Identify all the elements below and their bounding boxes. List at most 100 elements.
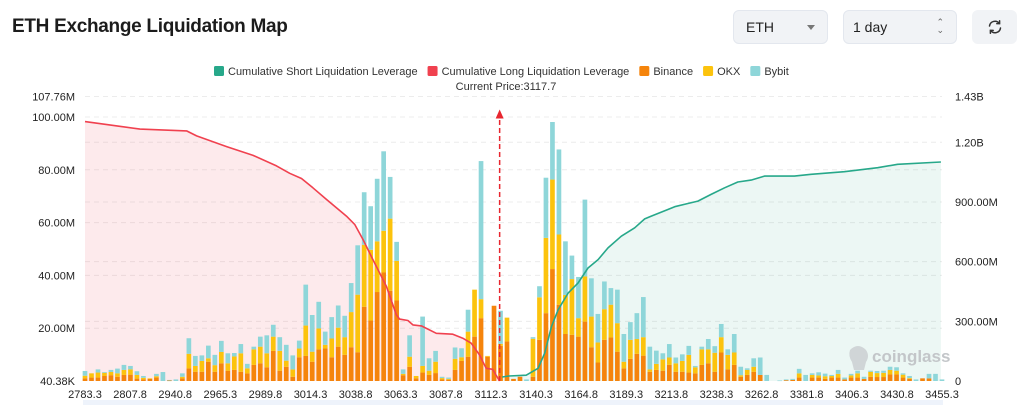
bar-binance [855, 377, 860, 381]
symbol-select[interactable]: ETH [733, 10, 828, 44]
bar-okx [121, 369, 127, 375]
bar-okx [738, 375, 744, 377]
bar-binance [679, 371, 685, 381]
bar-bybit [738, 366, 744, 376]
bar-okx [387, 218, 393, 291]
bar-okx [102, 372, 107, 376]
chart-scrollbar[interactable] [83, 400, 943, 405]
bar-okx [615, 323, 620, 352]
bar-stack [803, 374, 808, 381]
bar-okx [251, 349, 257, 365]
bar-okx [316, 328, 322, 350]
bar-binance [251, 364, 257, 381]
bar-stack [348, 283, 354, 381]
bar-binance [699, 364, 705, 381]
bar-bybit [102, 372, 107, 373]
bar-okx [342, 337, 348, 355]
bar-stack [160, 372, 166, 381]
bar-okx [89, 373, 94, 378]
period-select[interactable]: 1 day ⌃ ⌄ [843, 10, 957, 44]
bar-binance [666, 364, 672, 381]
bar-bybit [608, 288, 614, 305]
legend-swatch [639, 66, 650, 76]
bar-bybit [894, 367, 899, 371]
bar-binance [413, 378, 419, 381]
bar-binance [757, 374, 763, 381]
bar-stack [842, 377, 847, 381]
bar-okx [95, 372, 101, 378]
bar-stack [751, 358, 757, 381]
bar-okx [134, 374, 140, 379]
bar-bybit [478, 161, 484, 300]
left-axis-tick-label: 40.00M [38, 270, 75, 282]
bar-binance [738, 376, 744, 381]
refresh-button[interactable] [972, 10, 1017, 44]
bar-okx [465, 331, 471, 357]
bar-bybit [725, 349, 731, 355]
bar-bybit [381, 151, 386, 231]
bar-okx [634, 339, 640, 354]
bar-okx [413, 375, 419, 379]
bar-binance [290, 376, 296, 381]
coinglass-watermark: coinglass [849, 346, 950, 370]
bar-bybit [355, 245, 361, 295]
bar-bybit [868, 370, 873, 372]
bar-binance [504, 341, 510, 381]
bar-stack [303, 284, 309, 381]
period-select-value: 1 day [853, 19, 888, 35]
cumulative-long-area [85, 121, 500, 381]
bar-stack [686, 345, 692, 381]
bar-bybit [556, 149, 562, 235]
bar-binance [543, 313, 549, 381]
bar-bybit [257, 336, 263, 347]
bar-binance [115, 376, 120, 381]
bar-bybit [537, 286, 542, 298]
bar-stack [634, 313, 640, 381]
bar-stack [309, 315, 315, 381]
bar-bybit [199, 355, 205, 361]
bar-bybit [641, 297, 646, 338]
bar-binance [426, 374, 432, 381]
bar-binance [848, 377, 854, 381]
bar-binance [82, 378, 88, 381]
bar-bybit [881, 370, 886, 373]
bar-stack [342, 315, 348, 381]
bar-okx [725, 354, 731, 370]
bar-bybit [679, 354, 685, 361]
bar-okx [666, 357, 672, 365]
right-axis-tick-label: 0 [955, 376, 961, 388]
bar-bybit [900, 373, 906, 375]
bar-binance [283, 366, 289, 381]
up-down-chevron-icon: ⌃ ⌄ [936, 17, 944, 35]
bar-bybit [231, 353, 237, 357]
bar-okx [816, 375, 821, 378]
bar-bybit [433, 350, 438, 362]
bar-bybit [348, 283, 354, 313]
bar-binance [582, 321, 588, 381]
bar-okx [699, 349, 705, 365]
bar-stack [537, 286, 542, 381]
bar-stack [608, 288, 614, 381]
bar-bybit [563, 241, 568, 295]
bar-bybit [128, 365, 133, 370]
bar-stack [193, 355, 198, 381]
bar-binance [491, 305, 497, 381]
bar-bybit [666, 344, 672, 358]
bar-stack [692, 365, 698, 381]
bar-binance [231, 369, 237, 381]
bar-stack [433, 350, 438, 381]
bar-okx [569, 279, 575, 335]
bar-okx [881, 372, 886, 378]
bar-stack [666, 344, 672, 381]
bar-okx [180, 376, 185, 379]
bar-stack [219, 340, 224, 381]
current-price-arrow-icon [495, 109, 504, 119]
bar-binance [465, 356, 471, 381]
bar-bybit [361, 192, 367, 245]
bar-binance [167, 380, 172, 382]
bar-okx [576, 318, 581, 337]
right-axis-tick-label: 600.00M [955, 257, 998, 269]
bar-okx [407, 356, 412, 367]
bar-binance [407, 366, 412, 381]
